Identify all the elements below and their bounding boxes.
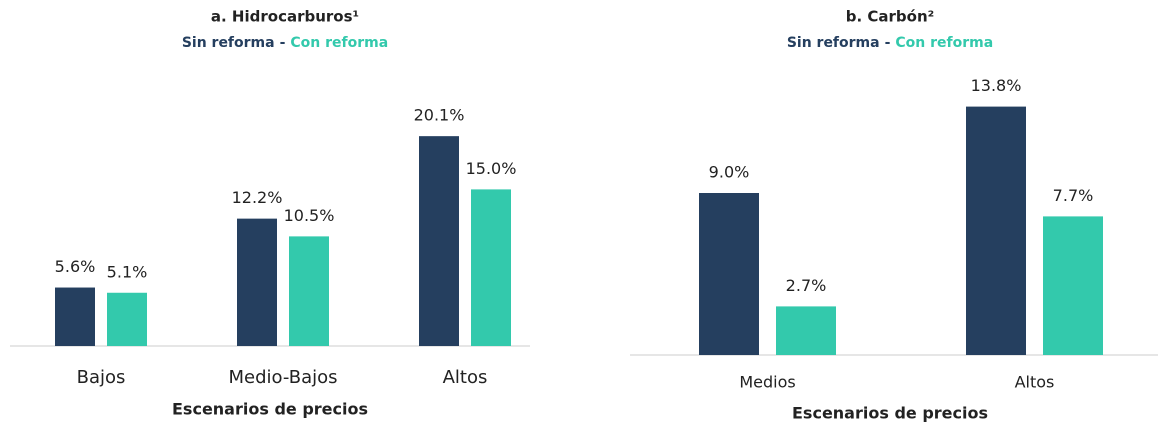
- legend-separator: -: [885, 35, 891, 51]
- x-tick-label: Altos: [1015, 373, 1055, 392]
- x-tick-label: Medios: [739, 373, 795, 392]
- x-tick-label: Medio-Bajos: [228, 367, 337, 388]
- value-label: 2.7%: [786, 276, 827, 295]
- x-tick-label: Bajos: [77, 367, 126, 388]
- bar: [289, 236, 329, 346]
- value-label: 5.1%: [107, 262, 148, 281]
- legend-entry: Con reforma: [895, 35, 993, 51]
- bar: [471, 189, 511, 346]
- x-axis-title: Escenarios de precios: [172, 400, 368, 419]
- value-label: 9.0%: [709, 163, 750, 182]
- bar: [419, 136, 459, 346]
- legend-entry: Sin reforma: [182, 35, 275, 51]
- value-label: 13.8%: [971, 76, 1022, 95]
- value-label: 15.0%: [466, 159, 517, 178]
- value-label: 12.2%: [232, 188, 283, 207]
- value-label: 5.6%: [55, 257, 96, 276]
- chart-title: b. Carbón²: [846, 8, 934, 26]
- legend: Sin reforma - Con reforma: [787, 35, 993, 51]
- x-axis-title: Escenarios de precios: [792, 404, 988, 423]
- legend: Sin reforma - Con reforma: [182, 35, 388, 51]
- bar: [55, 287, 95, 346]
- legend-entry: Con reforma: [290, 35, 388, 51]
- legend-separator: -: [280, 35, 286, 51]
- bar: [1043, 216, 1103, 355]
- bar: [699, 193, 759, 355]
- value-label: 20.1%: [414, 106, 465, 125]
- x-tick-label: Altos: [443, 367, 488, 388]
- bar: [966, 106, 1026, 355]
- bar: [776, 306, 836, 355]
- value-label: 10.5%: [284, 206, 335, 225]
- legend-entry: Sin reforma: [787, 35, 880, 51]
- bar: [237, 218, 277, 346]
- chart-title: a. Hidrocarburos¹: [211, 8, 359, 26]
- bar: [107, 292, 147, 346]
- value-label: 7.7%: [1053, 186, 1094, 205]
